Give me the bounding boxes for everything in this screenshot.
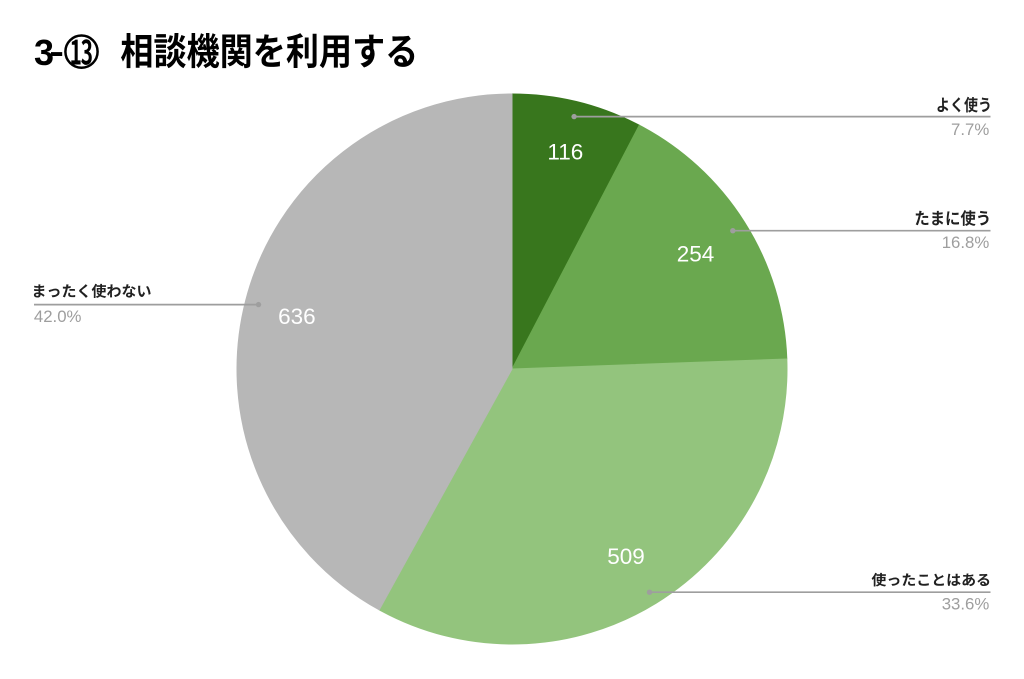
svg-text:3: 3 — [34, 32, 54, 73]
svg-text:33.6%: 33.6% — [942, 595, 990, 614]
svg-text:116: 116 — [547, 139, 583, 164]
svg-text:7.7%: 7.7% — [951, 120, 989, 139]
svg-text:254: 254 — [677, 242, 715, 267]
svg-text:16.8%: 16.8% — [942, 233, 990, 252]
svg-text:509: 509 — [607, 544, 645, 569]
svg-text:636: 636 — [278, 304, 316, 329]
svg-text:42.0%: 42.0% — [34, 307, 82, 326]
